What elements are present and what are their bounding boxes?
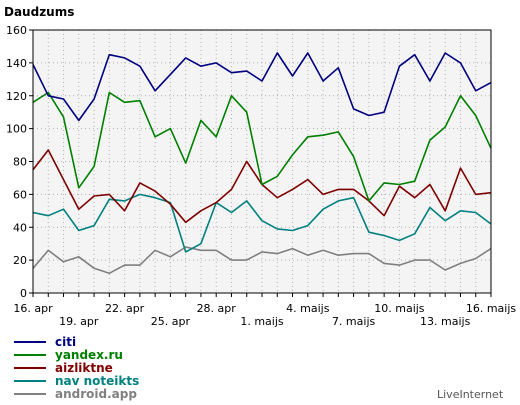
y-tick-label: 80 [13, 156, 27, 169]
y-tick-label: 140 [6, 57, 27, 70]
legend-label: citi [55, 335, 76, 349]
x-tick-label: 4. maijs [286, 302, 330, 315]
liveinternet-brand: LiveInternet [437, 388, 504, 401]
y-tick-label: 40 [13, 221, 27, 234]
x-tick-label: 7. maijs [332, 315, 376, 328]
y-tick-label: 160 [6, 24, 27, 37]
legend-label: nav noteikts [55, 374, 139, 388]
y-axis-label: Daudzums [4, 5, 74, 19]
y-tick-label: 100 [6, 123, 27, 136]
y-tick-label: 0 [20, 287, 27, 300]
legend-label: aizliktne [55, 361, 113, 375]
x-tick-label: 13. maijs [420, 315, 471, 328]
plot-border [32, 29, 492, 294]
legend-label: android.app [55, 387, 137, 401]
x-tick-label: 25. apr [151, 315, 191, 328]
y-tick-label: 120 [6, 90, 27, 103]
x-tick-label: 19. apr [59, 315, 99, 328]
y-tick-label: 60 [13, 188, 27, 201]
x-tick-label: 22. apr [105, 302, 145, 315]
series-line-nav-noteikts [32, 193, 492, 253]
legend-label: yandex.ru [55, 348, 123, 362]
series-line-citi [32, 52, 492, 122]
x-tick-label: 28. apr [197, 302, 237, 315]
x-tick-label: 16. apr [13, 302, 53, 315]
series-line-android-app [32, 246, 492, 275]
x-tick-label: 10. maijs [374, 302, 425, 315]
series-line-yandex-ru [32, 91, 492, 202]
x-tick-label: 1. maijs [240, 315, 284, 328]
y-tick-labels: 0 20 40 60 80 100 120 140 160 [6, 24, 33, 300]
y-tick-label: 20 [13, 254, 27, 267]
x-tick-label: 16. maijs [466, 302, 517, 315]
series-lines [32, 52, 492, 275]
